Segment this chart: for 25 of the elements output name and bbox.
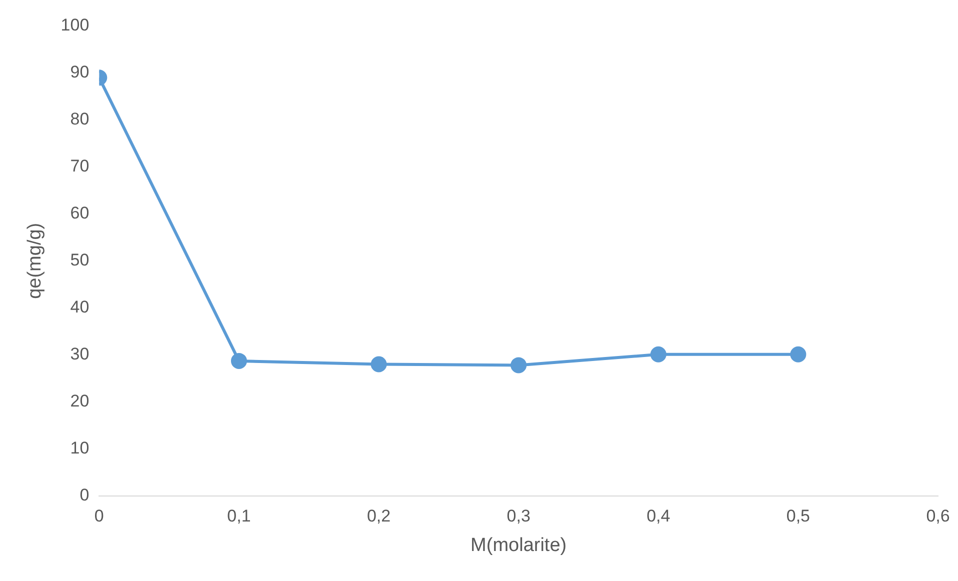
y-tick-label: 80 [70,110,90,129]
y-tick-label: 90 [70,62,90,82]
x-tick-label: 0,6 [926,506,950,526]
y-tick-label: 70 [70,156,90,176]
y-axis-title: qe(mg/g) [24,222,46,299]
x-tick-label: 0,5 [786,506,810,526]
point [510,357,527,374]
y-tick-label: 0 [80,485,90,504]
x-tick-label: 0,3 [506,506,530,526]
x-tick-label: 0,2 [366,506,391,526]
point [650,346,666,362]
x-tick-label: 0 [94,506,104,526]
point [370,356,387,372]
y-tick-label: 50 [70,250,90,270]
y-tick-label: 20 [70,392,90,411]
y-tick-label: 60 [70,204,90,223]
x-axis-title: M(molarite) [470,534,567,556]
y-tick-label: 10 [70,438,90,458]
y-tick-label: 100 [60,16,90,35]
point [230,352,247,369]
y-tick-label: 30 [70,344,90,364]
y-tick-label: 40 [70,298,90,317]
x-tick-label: 0,1 [227,506,251,526]
x-tick-label: 0,4 [646,506,670,526]
point [790,346,806,362]
